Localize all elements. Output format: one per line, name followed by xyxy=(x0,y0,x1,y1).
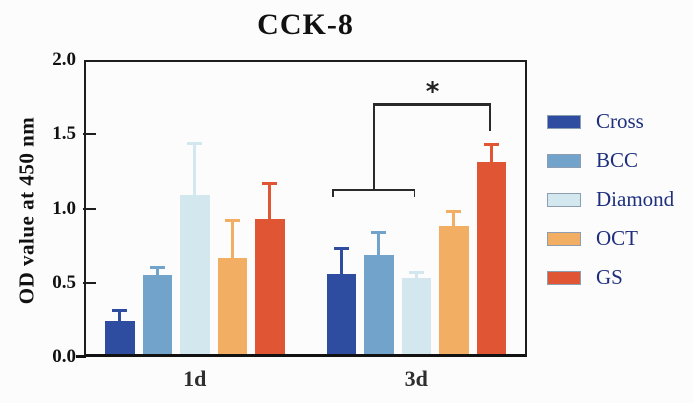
legend-label-bcc: BCC xyxy=(596,148,639,172)
bar-bcc-3d xyxy=(364,254,394,357)
error-bar-bcc-3d xyxy=(377,230,381,261)
y-tick-mark xyxy=(83,133,96,136)
legend-swatch-gs xyxy=(547,270,581,285)
error-bar-cross-3d xyxy=(339,247,343,280)
legend-label-oct: OCT xyxy=(596,226,638,250)
error-cap-cross-1d xyxy=(112,309,128,313)
legend-label-gs: GS xyxy=(596,265,623,289)
bar-oct-3d xyxy=(439,226,469,357)
sig-span-bracket xyxy=(332,189,416,191)
error-bar-bcc-1d xyxy=(155,266,159,282)
x-label-3d: 3d xyxy=(404,366,428,391)
sig-target-drop xyxy=(488,103,492,132)
error-cap-oct-3d xyxy=(446,209,462,213)
error-cap-diamond-1d xyxy=(187,141,203,145)
significance-asterisk: * xyxy=(425,77,440,108)
error-cap-cross-3d xyxy=(333,247,349,251)
error-bar-diamond-1d xyxy=(193,141,197,202)
error-bar-diamond-3d xyxy=(414,270,418,285)
error-bar-gs-3d xyxy=(489,143,493,169)
y-tick-label: 1.0 xyxy=(52,197,76,219)
error-cap-bcc-1d xyxy=(149,266,165,270)
error-cap-diamond-3d xyxy=(408,270,424,274)
y-tick-label: 1.5 xyxy=(52,123,76,145)
legend-item-gs: GS xyxy=(547,265,623,289)
bar-gs-1d xyxy=(255,218,285,357)
legend-swatch-bcc xyxy=(547,153,581,168)
bar-diamond-3d xyxy=(401,278,431,357)
legend-swatch-oct xyxy=(547,231,581,246)
bar-diamond-1d xyxy=(180,195,210,357)
legend-swatch-diamond xyxy=(547,192,581,207)
y-tick-label: 2.0 xyxy=(52,49,76,70)
error-cap-oct-1d xyxy=(224,218,240,222)
y-tick-label: 0.0 xyxy=(52,346,76,367)
error-bar-cross-1d xyxy=(118,309,122,328)
y-tick-mark xyxy=(83,207,96,210)
legend-label-cross: Cross xyxy=(596,109,644,133)
legend-item-bcc: BCC xyxy=(547,148,639,172)
error-cap-gs-1d xyxy=(262,181,278,185)
sig-stem xyxy=(373,103,375,190)
chart-title: CCK-8 xyxy=(257,8,354,41)
bar-bcc-1d xyxy=(142,275,172,357)
sig-top-bar xyxy=(373,103,492,106)
bar-cross-3d xyxy=(326,273,356,357)
x-label-1d: 1d xyxy=(183,366,207,391)
error-bar-oct-1d xyxy=(230,218,234,264)
plot-area xyxy=(84,60,527,357)
legend-item-oct: OCT xyxy=(547,226,638,250)
legend-swatch-cross xyxy=(547,114,581,129)
legend-item-diamond: Diamond xyxy=(547,187,675,211)
bar-oct-1d xyxy=(217,257,247,357)
error-bar-gs-1d xyxy=(268,181,272,225)
error-bar-oct-3d xyxy=(452,209,456,233)
y-tick-label: 0.5 xyxy=(52,271,76,293)
bar-gs-3d xyxy=(476,162,506,357)
legend-label-diamond: Diamond xyxy=(596,187,675,211)
sig-span-tick-right xyxy=(413,189,416,198)
sig-span-tick-left xyxy=(332,189,334,198)
x-axis-line xyxy=(76,355,86,358)
y-tick-mark xyxy=(83,281,96,284)
legend-item-cross: Cross xyxy=(547,109,644,133)
error-cap-gs-3d xyxy=(483,143,499,147)
error-cap-bcc-3d xyxy=(371,230,387,234)
